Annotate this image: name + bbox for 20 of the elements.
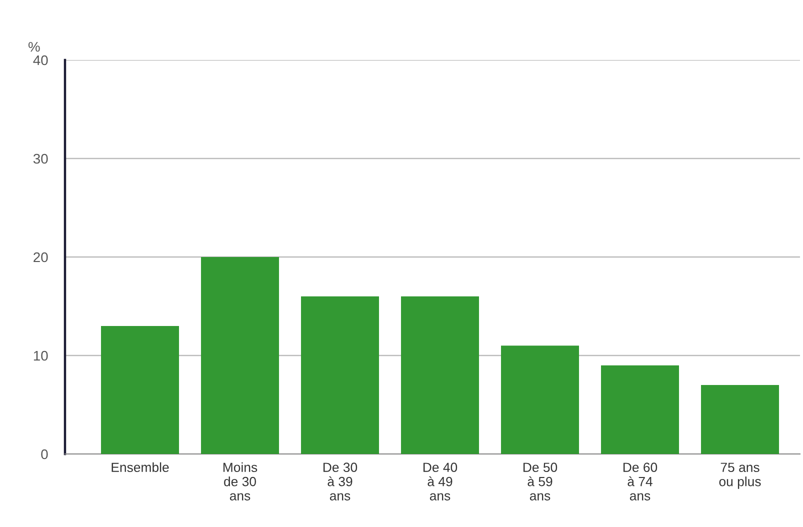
bar: [701, 385, 779, 454]
x-tick-label: Ensemble: [112, 462, 169, 472]
bar: [401, 296, 479, 454]
bar: [201, 257, 279, 454]
x-tick-label: 75 ans ou plus: [719, 462, 761, 489]
y-axis-title: %: [28, 42, 40, 52]
x-tick-label: De 40 à 49 ans: [423, 462, 458, 500]
bar: [301, 296, 379, 454]
y-tick-label: 40: [33, 55, 48, 66]
y-tick-label: 20: [34, 252, 48, 262]
bar: [501, 346, 579, 454]
x-tick-label: De 60 à 74 ans: [623, 462, 658, 500]
y-tick-label: 0: [41, 449, 48, 460]
bar: [101, 326, 179, 454]
y-tick-label: 10: [34, 350, 48, 361]
x-tick-label: De 30 à 39 ans: [323, 462, 358, 500]
x-tick-label: De 50 à 59 ans: [523, 462, 558, 500]
y-tick-label: 30: [33, 154, 48, 164]
bar: [601, 365, 679, 454]
x-tick-label: Moins de 30 ans: [223, 462, 258, 500]
